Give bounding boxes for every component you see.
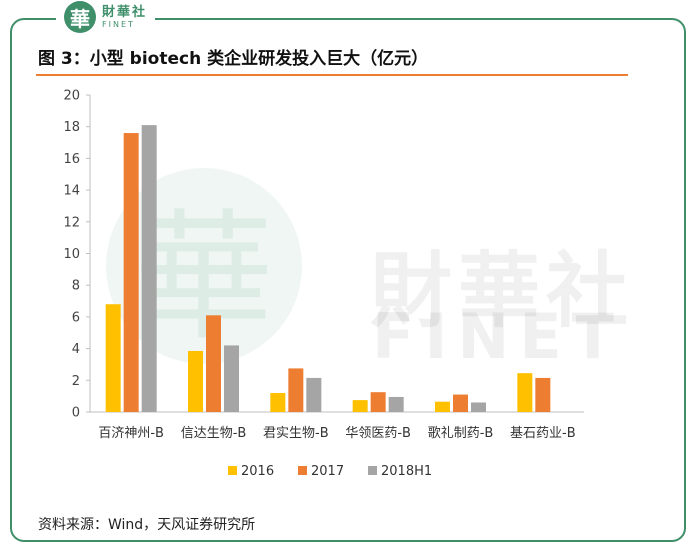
finet-logo: 華 財華社 FINET [56, 0, 156, 34]
bar-2018H1 [306, 377, 322, 412]
bar-2017 [453, 394, 468, 412]
title-divider [36, 74, 628, 76]
y-tick-label: 0 [72, 406, 80, 421]
logo-chinese-text: 財華社 [102, 4, 148, 20]
bar-2016 [188, 350, 203, 412]
bar-2016 [517, 373, 533, 412]
legend-swatch-2016 [228, 466, 237, 475]
x-category-label: 基石药业-B [510, 426, 576, 441]
bar-2016 [435, 401, 450, 412]
bar-2018H1 [388, 396, 404, 412]
y-tick-label: 2 [72, 374, 80, 389]
y-tick-label: 12 [63, 215, 80, 230]
finet-seal-icon: 華 [64, 1, 96, 33]
x-category-label: 信达生物-B [181, 426, 247, 441]
y-tick-label: 6 [72, 310, 80, 325]
watermark-chinese: 財華社 [370, 244, 635, 339]
logo-english-text: FINET [102, 19, 135, 29]
bar-2017 [370, 392, 386, 412]
bar-2017 [123, 133, 139, 413]
y-tick-label: 8 [72, 279, 80, 294]
bar-2016 [270, 392, 286, 412]
y-tick-label: 4 [72, 342, 80, 357]
y-tick-label: 10 [63, 247, 80, 262]
legend-label-2018H1: 2018H1 [381, 464, 432, 479]
legend-label-2016: 2016 [241, 464, 274, 479]
legend-swatch-2018H1 [368, 466, 377, 475]
y-tick-label: 18 [63, 120, 80, 135]
bar-2018H1 [471, 402, 486, 412]
bar-2016 [105, 304, 121, 412]
bar-2017 [206, 315, 221, 412]
y-tick-label: 20 [63, 89, 80, 104]
bar-2017 [535, 377, 551, 412]
x-category-label: 君实生物-B [263, 426, 329, 441]
bar-2017 [288, 368, 304, 412]
source-note: 资料来源：Wind，天风证券研究所 [38, 517, 256, 533]
x-category-label: 百济神州-B [98, 426, 164, 441]
bar-2018H1 [141, 125, 157, 413]
watermark-seal-icon: 華 [106, 168, 302, 364]
legend-swatch-2017 [298, 466, 307, 475]
y-tick-label: 16 [63, 152, 80, 167]
figure-frame [10, 18, 686, 542]
x-category-label: 华领医药-B [345, 426, 411, 441]
legend-label-2017: 2017 [311, 464, 344, 479]
bar-2016 [352, 400, 368, 412]
bar-2018H1 [224, 345, 239, 412]
x-category-label: 歌礼制药-B [428, 425, 494, 441]
y-tick-label: 14 [63, 184, 80, 199]
figure-title: 图 3：小型 biotech 类企业研发投入巨大（亿元） [38, 49, 429, 69]
watermark-english: FINET [372, 300, 624, 373]
